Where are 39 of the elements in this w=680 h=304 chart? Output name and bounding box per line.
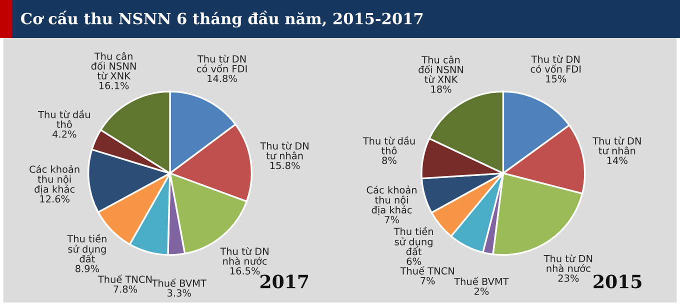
slice-label: Thu từ DN có vốn FDI — [530, 55, 581, 73]
slice-label: Thu tiền sử dụng đất — [67, 234, 106, 263]
data-label: 3.3% — [167, 289, 191, 297]
data-label: 15.8% — [270, 162, 300, 170]
slice-label: Thu tiền sử dụng đất — [394, 226, 433, 256]
text: 2015 — [594, 274, 642, 288]
slice-label: Thu từ DN tư nhân — [592, 136, 641, 154]
slice-label: Thu từ DN tư nhân — [260, 142, 308, 160]
data-label: 23% — [558, 274, 579, 282]
slice-label: Thu từ dầu thô — [362, 136, 415, 154]
slice-label: Thuế BVMT — [454, 276, 509, 286]
slice-label: Thuế BVMT — [152, 278, 206, 287]
text: 2017 — [260, 274, 308, 288]
data-label: 8.9% — [76, 264, 100, 272]
data-label: 18% — [431, 85, 452, 93]
data-label: 6% — [406, 258, 421, 265]
slice-label: Thu từ dầu thô — [38, 110, 90, 128]
slice-label: Thu từ DN nhà nước — [544, 254, 592, 272]
slice-label: Thuế TNCN — [400, 266, 454, 275]
data-label: 2% — [474, 288, 489, 295]
slice-label: Thu cân đối NSNN từ XNK — [418, 56, 464, 84]
data-label: 12.6% — [40, 195, 70, 203]
data-label: 15% — [546, 75, 566, 83]
data-label: 14% — [607, 156, 628, 164]
data-label: 8% — [382, 156, 396, 164]
data-label: 16.1% — [99, 82, 129, 90]
data-label: 14.8% — [208, 74, 237, 82]
slice-label: Thu từ DN có vốn FDI — [196, 54, 247, 72]
data-label: 7.8% — [114, 285, 138, 293]
chart-title: Cơ cấu thu NSNN 6 tháng đầu năm, 2015-2017 — [21, 10, 423, 28]
slice-label: Các khoản thu nội địa khác — [366, 186, 416, 216]
slice-label: Thu cân đối NSNN từ XNK — [91, 52, 136, 80]
data-label: 4.2% — [52, 130, 76, 138]
data-label: 7% — [420, 277, 435, 284]
data-label: 7% — [384, 216, 399, 224]
slice-label: Thu từ DN nhà nước — [220, 247, 268, 265]
data-label: 16.5% — [230, 267, 260, 275]
slice-label: Các khoản thu nội địa khác — [30, 164, 80, 194]
slice-label: Thuế TNCN — [98, 274, 152, 284]
